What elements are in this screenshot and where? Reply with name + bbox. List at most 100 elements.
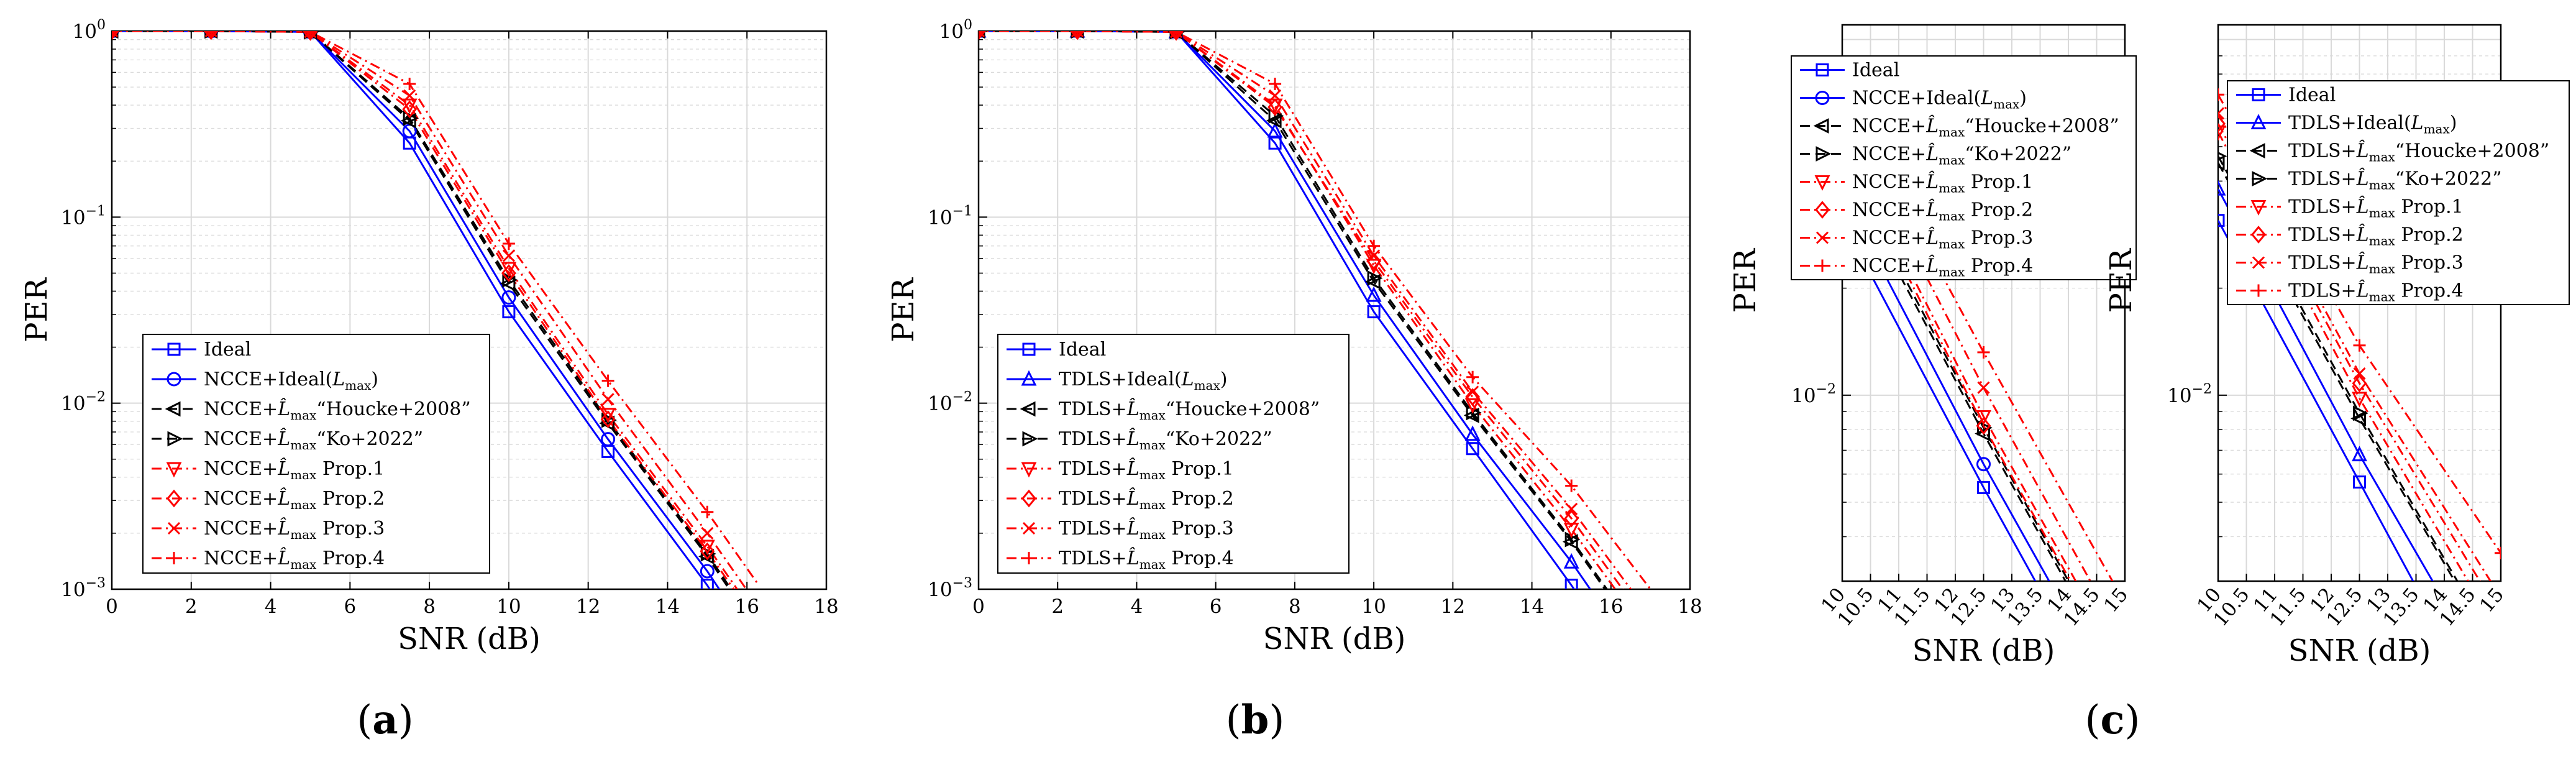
data-point-s8 <box>1466 370 1479 383</box>
panel-label-b: (b) <box>1226 697 1285 743</box>
legend-label-prefix: TDLS+ <box>1059 458 1127 480</box>
data-point-s3 <box>2218 155 2225 171</box>
legend-label-6: TDLS+L̂max Prop.2 <box>2288 224 2464 248</box>
legend-swatch-marker <box>1816 231 1829 244</box>
legend-label-6: NCCE+L̂max Prop.2 <box>204 488 385 512</box>
legend-label-prefix: Ideal <box>204 339 251 360</box>
legend-label-1: Ideal <box>204 339 251 360</box>
legend-swatch-marker <box>1816 259 1829 272</box>
legend-label-prefix: NCCE+ <box>204 398 278 420</box>
panel-label-open: ( <box>1226 697 1241 743</box>
x-tick-label: 18 <box>1678 595 1702 618</box>
legend-label-4: NCCE+L̂max“Ko+2022” <box>1852 143 2071 167</box>
x-tick-label: 2 <box>1051 595 1064 618</box>
legend-label-prefix: NCCE+ <box>1852 116 1926 137</box>
x-tick-label: 10 <box>1361 595 1386 618</box>
series-line-1 <box>2218 219 2414 581</box>
y-axis-label: PER <box>886 277 921 342</box>
legend-label-prefix: NCCE+ <box>1852 172 1926 193</box>
y-tick-label-exp: 0 <box>97 17 106 33</box>
data-point-s2 <box>2218 180 2226 196</box>
legend-swatch-marker <box>1813 118 1829 134</box>
legend-label-suffix: Prop.2 <box>1965 200 2033 221</box>
data-point-s4 <box>1367 270 1383 286</box>
series-line-4 <box>112 31 733 589</box>
y-tick-label-exp: −2 <box>2192 382 2212 397</box>
legend-label-2: NCCE+Ideal(Lmax) <box>1852 88 2027 112</box>
y-tick-label-exp: −3 <box>86 576 106 591</box>
data-point-s3 <box>1562 534 1578 550</box>
data-point-s8 <box>2353 339 2366 352</box>
y-tick-label-base: 10 <box>1791 385 1816 407</box>
legend-swatch-marker <box>166 462 182 478</box>
legend-label-4: TDLS+L̂max“Ko+2022” <box>2288 168 2502 192</box>
legend-label-sub: max <box>2369 234 2396 249</box>
legend-label-L: L <box>1980 88 1993 109</box>
data-point-s6 <box>1976 416 1991 435</box>
legend: IdealNCCE+Ideal(Lmax)NCCE+L̂max“Houcke+2… <box>1791 55 2137 280</box>
series-line-8 <box>112 31 760 586</box>
marker-layer <box>112 31 716 589</box>
legend-label-L: L̂ <box>1925 199 1939 221</box>
series-line-5 <box>2218 131 2470 581</box>
series-line-6 <box>2218 123 2482 581</box>
legend-label-4: TDLS+L̂max“Ko+2022” <box>1059 428 1272 452</box>
legend-label-1: Ideal <box>2288 85 2336 106</box>
y-tick-label-exp: −2 <box>1816 382 1836 397</box>
legend-label-8: NCCE+L̂max Prop.4 <box>204 548 385 572</box>
series-line-6 <box>112 31 735 589</box>
legend-label-L: L̂ <box>2356 252 2369 273</box>
legend-label-prefix: NCCE+ <box>204 518 278 539</box>
legend-label-L: L̂ <box>2356 224 2369 246</box>
legend-label-suffix: Prop.4 <box>1166 548 1234 569</box>
legend-swatch-marker <box>2252 284 2265 297</box>
data-point-s1 <box>2218 214 2225 227</box>
panel-label-close: ) <box>1269 697 1284 743</box>
panel-label-c: (c) <box>2085 697 2140 743</box>
marker-layer <box>979 31 1581 589</box>
legend-swatch-marker <box>2252 171 2268 186</box>
panel-label-a: (a) <box>357 697 413 743</box>
data-point-s8 <box>2218 88 2224 101</box>
y-tick-label-exp: −3 <box>952 576 972 591</box>
legend-label-prefix: TDLS+ <box>1059 518 1127 539</box>
data-point-s4 <box>2495 650 2508 662</box>
x-tick-label: 2 <box>185 595 198 618</box>
legend-label-sub: max <box>1939 265 1965 280</box>
data-point-s7 <box>204 31 217 38</box>
legend-label-L: L̂ <box>1126 548 1140 569</box>
legend-label-suffix: Prop.2 <box>316 488 385 510</box>
legend-label-7: TDLS+L̂max Prop.3 <box>1059 518 1234 542</box>
legend-label-L: L̂ <box>1126 518 1140 539</box>
data-point-s7 <box>601 393 614 406</box>
legend-label-suffix: Prop.1 <box>1166 458 1234 480</box>
legend-swatch-marker <box>2251 226 2266 244</box>
legend-label-sub: max <box>1140 497 1166 512</box>
data-point-s8 <box>403 78 416 91</box>
legend-label-suffix: Prop.3 <box>1965 227 2033 249</box>
legend: IdealTDLS+Ideal(Lmax)TDLS+L̂max“Houcke+2… <box>997 334 1350 574</box>
legend-label-1: Ideal <box>1059 339 1106 360</box>
data-point-s1 <box>2353 475 2366 489</box>
data-point-s1 <box>1564 579 1578 589</box>
legend-label-sub: max <box>2369 262 2396 277</box>
data-point-s1 <box>502 305 516 319</box>
data-point-s6 <box>700 542 715 561</box>
data-point-s7 <box>701 526 714 539</box>
legend-label-L: L <box>332 369 345 390</box>
legend-label-L: L̂ <box>2356 196 2369 218</box>
data-point-s8 <box>1170 31 1183 39</box>
x-tick-label: 12 <box>1441 595 1465 618</box>
legend-label-suffix: ) <box>1220 369 1228 390</box>
y-tick-label: 10−3 <box>61 576 106 601</box>
x-tick-label: 15 <box>2099 584 2132 617</box>
x-tick-label: 8 <box>1289 595 1301 618</box>
legend-label-2: TDLS+Ideal(Lmax) <box>2288 112 2457 137</box>
legend-swatch-marker <box>1022 431 1038 447</box>
legend-label-8: TDLS+L̂max Prop.4 <box>1059 548 1234 572</box>
legend: IdealTDLS+Ideal(Lmax)TDLS+L̂max“Houcke+2… <box>2227 80 2570 305</box>
y-tick-label: 10−2 <box>928 390 972 415</box>
